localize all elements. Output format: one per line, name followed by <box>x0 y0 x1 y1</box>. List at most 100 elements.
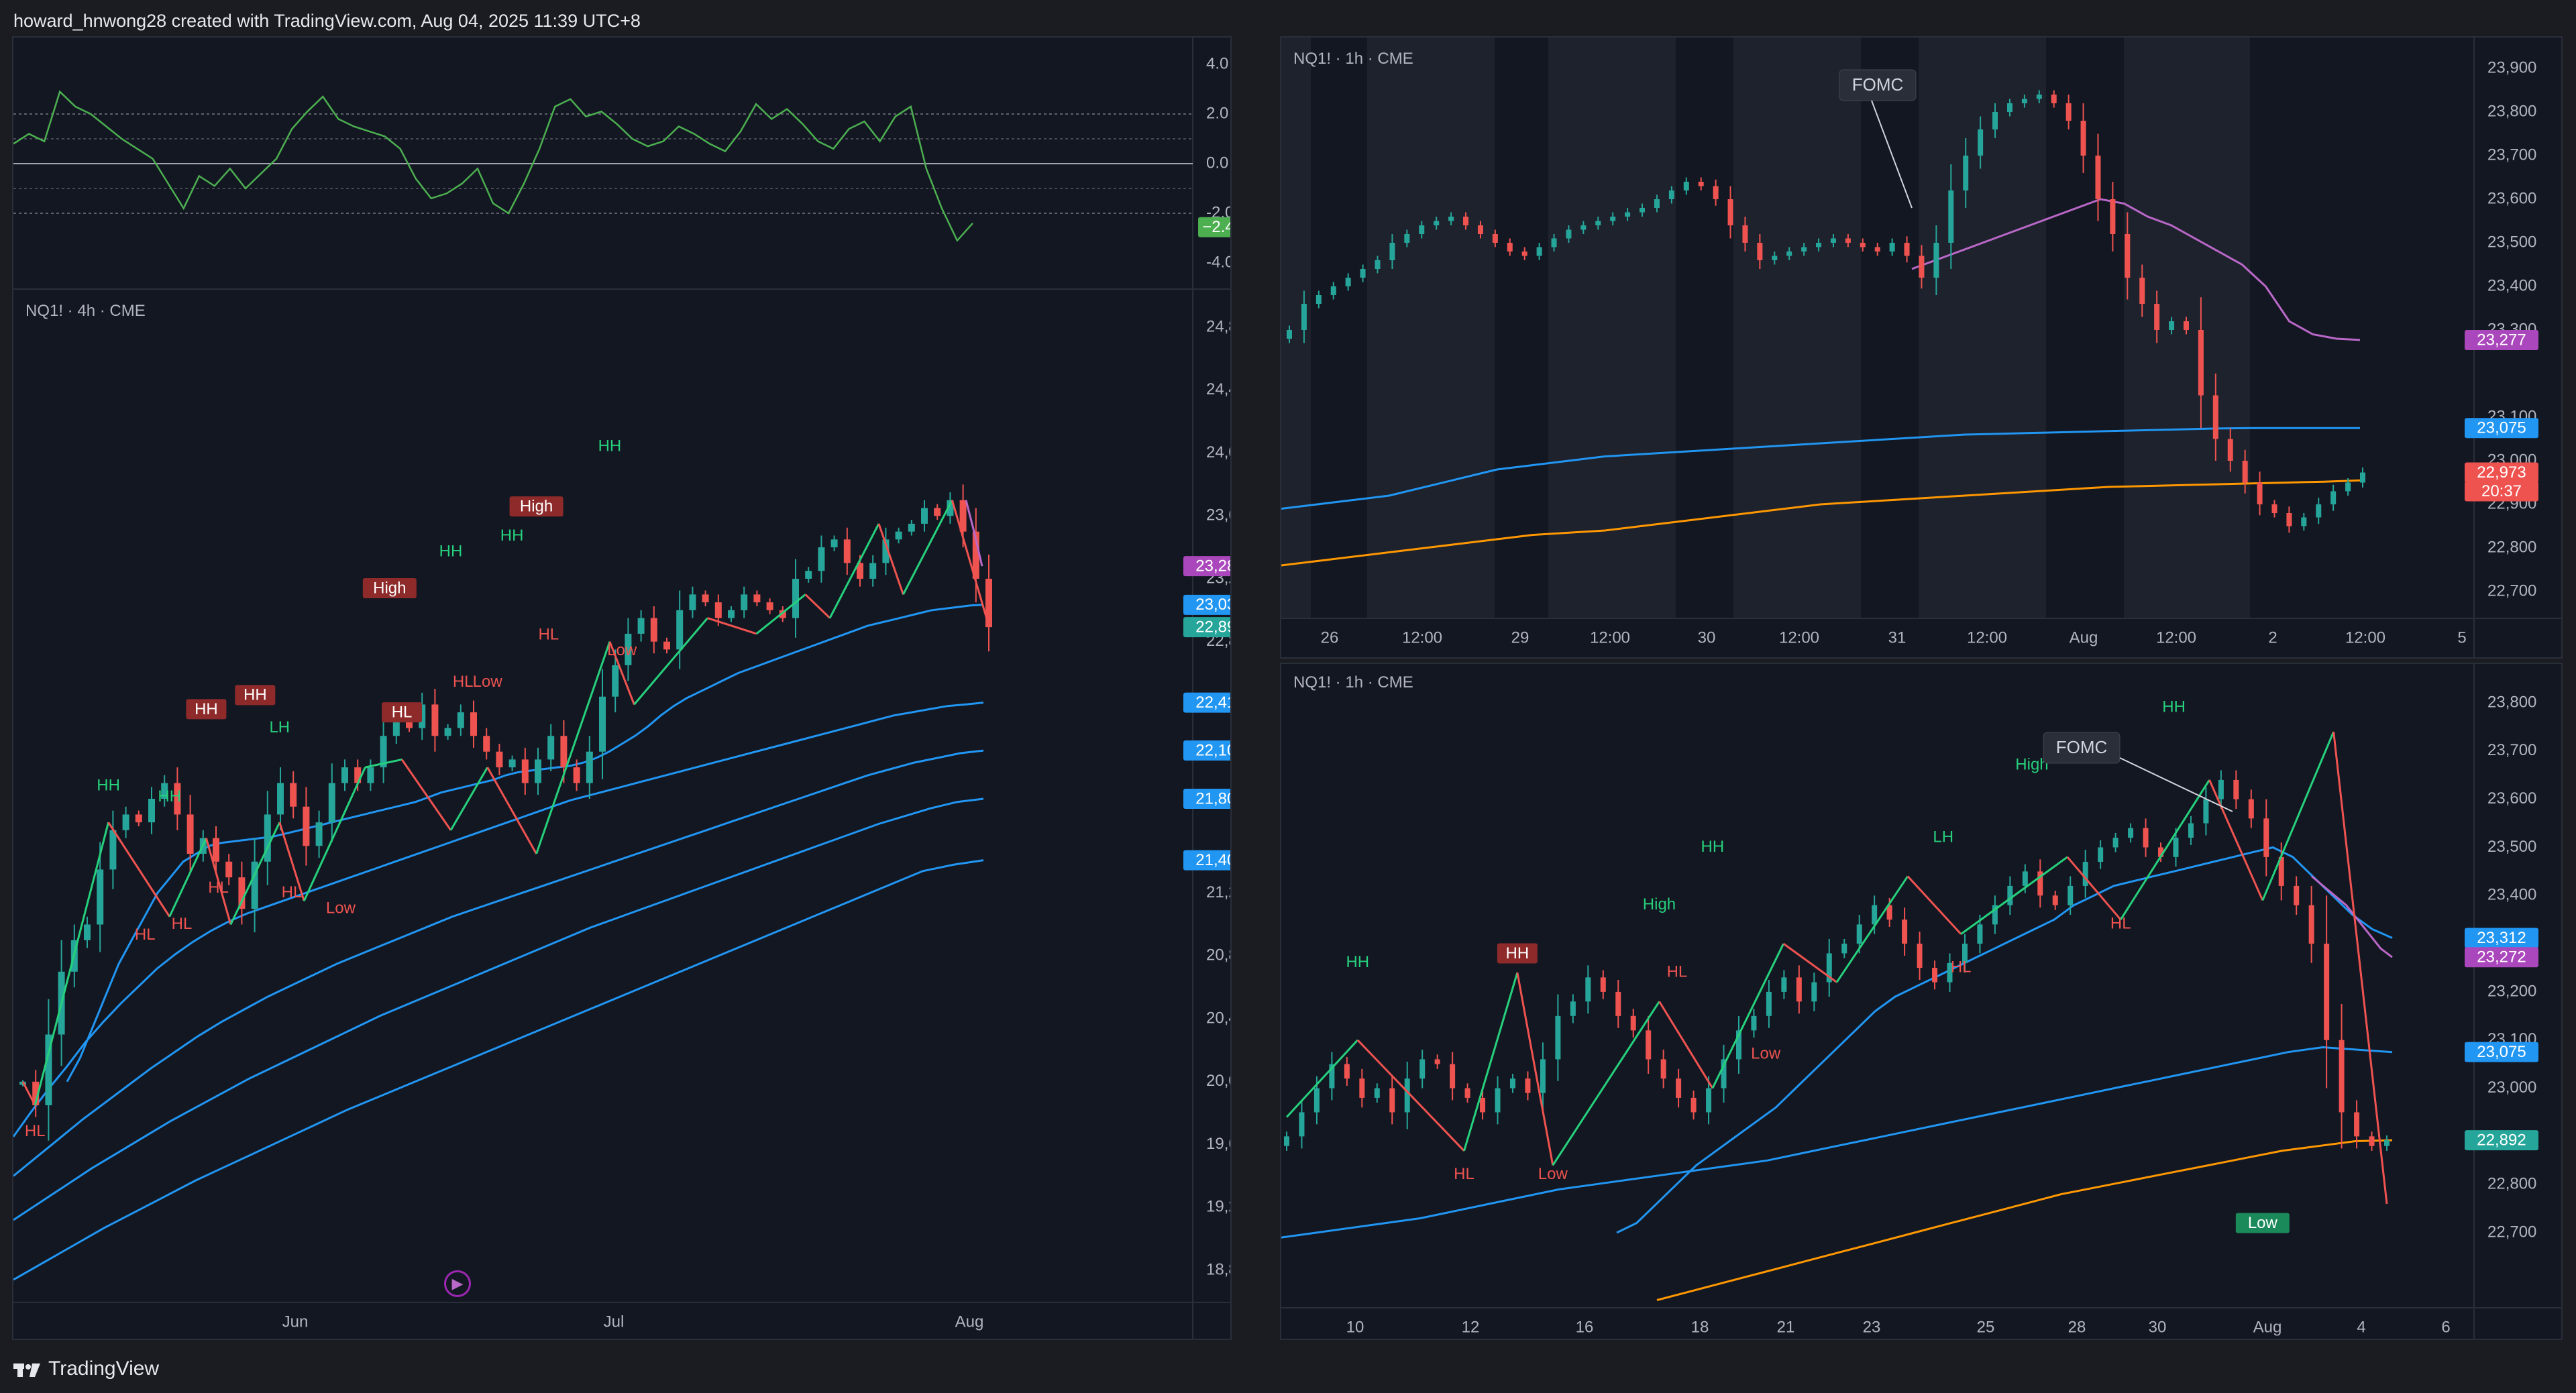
main-candle <box>290 783 297 807</box>
session-shade <box>1733 38 1861 618</box>
br-zigzag-segment <box>1516 972 1554 1166</box>
br-zigzag-segment <box>1960 856 2068 935</box>
br-zigzag-segment <box>2066 856 2122 921</box>
tr-candle <box>1536 247 1542 256</box>
main-x-tick: Aug <box>955 1313 984 1331</box>
tr-ma-blue <box>1281 427 2360 510</box>
main-candle <box>741 594 748 610</box>
oscillator-pane[interactable]: 4.0 2.0 0.0 -2.0 -4.0 −2.4 <box>12 36 1232 290</box>
session-shade <box>1548 38 1676 618</box>
tr-candle <box>2345 482 2351 492</box>
br-candle <box>2384 1140 2390 1146</box>
main-candle <box>792 578 799 618</box>
main-4h-chart-pane[interactable]: NQ1! · 4h · CME 24,800 24,400 24,000 23,600… <box>12 288 1232 1340</box>
main-candle <box>637 618 645 634</box>
tradingview-logo[interactable]: TradingView <box>13 1357 159 1380</box>
tr-candle <box>1551 238 1557 247</box>
tr-candle <box>2110 199 2116 234</box>
tr-candle <box>2212 395 2218 439</box>
main-candle <box>714 602 722 618</box>
main-candle <box>921 508 928 524</box>
tr-candle <box>1874 247 1880 252</box>
main-swing-label-bg <box>382 702 423 723</box>
br-candle <box>2233 779 2239 799</box>
tr-candle <box>2006 103 2012 112</box>
br-candle <box>1977 924 1983 944</box>
br-candle <box>1450 1064 1456 1089</box>
tr-candle <box>1860 243 1866 247</box>
tr-candle <box>1963 156 1969 190</box>
main-zigzag-segment <box>449 767 488 831</box>
session-shade <box>1367 38 1495 618</box>
br-x-tick: 6 <box>2441 1318 2450 1336</box>
top-right-1h-chart: 23,90023,80023,70023,60023,50023,40023,3… <box>1281 38 2561 657</box>
main-candle <box>225 861 233 878</box>
chart-header-credit: howard_hnwong28 created with TradingView… <box>13 11 641 31</box>
tr-candle <box>1830 238 1836 243</box>
main-chart-symbol-label: NQ1! · 4h · CME <box>25 302 146 320</box>
main-candle <box>483 736 490 752</box>
tr-y-tick: 23,700 <box>2487 146 2536 164</box>
tr-candle <box>1668 190 1674 199</box>
main-swing-label: HH <box>158 787 181 805</box>
tr-y-tick: 23,900 <box>2487 58 2536 76</box>
main-zigzag-segment <box>400 759 452 831</box>
main-candle <box>689 594 696 610</box>
tr-price-tag: 22,973 <box>2477 463 2526 482</box>
tr-fomc-arrow <box>1871 100 1913 209</box>
tr-candle <box>1375 260 1381 269</box>
tr-candle <box>2316 504 2322 518</box>
main-candle <box>470 712 477 736</box>
main-zigzag-segment <box>34 822 110 1106</box>
main-candle <box>161 783 168 799</box>
main-candle <box>947 500 954 516</box>
br-swing-label: HL <box>1951 958 1972 976</box>
main-candle <box>612 665 619 697</box>
br-zigzag-segment <box>1356 1039 1465 1152</box>
br-candle <box>2203 799 2209 824</box>
br-ma-orange <box>1656 1139 2393 1301</box>
main-y-tick: 24,000 <box>1206 443 1232 461</box>
tr-candle <box>1287 330 1292 339</box>
br-zigzag-segment <box>2119 779 2210 920</box>
top-right-1h-chart-pane[interactable]: NQ1! · 1h · CME 23,900 23,800 23,700 23,600… <box>1280 36 2563 659</box>
br-candle <box>1660 1059 1666 1079</box>
tr-ma-orange <box>1281 479 2361 567</box>
br-candle <box>2339 1040 2345 1113</box>
br-candle <box>1796 977 1802 1002</box>
main-swing-label: LH <box>269 718 290 736</box>
br-candle <box>1404 1078 1410 1113</box>
tr-candle <box>2125 234 2131 278</box>
tr-candle <box>2065 103 2072 121</box>
br-swing-label: HH <box>1506 944 1529 962</box>
tr-candle <box>1316 295 1322 304</box>
main-candle <box>380 736 387 768</box>
tr-candle <box>2301 517 2307 526</box>
br-candle <box>2218 779 2224 799</box>
main-y-tick: 24,800 <box>1206 317 1232 335</box>
tr-candle <box>1772 256 1778 260</box>
br-zigzag-segment <box>1782 942 1837 983</box>
br-price-tag: 23,075 <box>2477 1043 2526 1061</box>
br-x-tick: Aug <box>2253 1318 2282 1336</box>
tr-candle <box>2227 439 2233 461</box>
tr-fomc-label: FOMC <box>1852 74 1904 95</box>
br-y-tick: 23,400 <box>2487 886 2536 904</box>
br-zigzag-segment <box>1552 1001 1660 1166</box>
main-candle <box>830 539 838 548</box>
br-candle <box>1872 905 1878 925</box>
tr-x-tick: 30 <box>1698 628 1716 647</box>
br-price-tag-bg <box>2465 947 2538 968</box>
main-candle <box>805 571 812 579</box>
main-ma-purple <box>965 500 983 567</box>
br-x-tick: 18 <box>1691 1318 1709 1336</box>
replay-icon[interactable]: ▶ <box>444 1270 471 1297</box>
bottom-right-1h-chart-pane[interactable]: NQ1! · 1h · CME 23,800 23,700 23,600 23,500… <box>1280 663 2563 1340</box>
main-zigzag-segment <box>804 594 831 619</box>
main-candle <box>985 578 992 628</box>
tr-price-tag: 23,277 <box>2477 331 2526 349</box>
br-candle <box>1902 920 1908 944</box>
br-candle <box>1766 991 1772 1016</box>
main-swing-label-bg <box>235 685 276 706</box>
tr-candle <box>1434 221 1440 225</box>
